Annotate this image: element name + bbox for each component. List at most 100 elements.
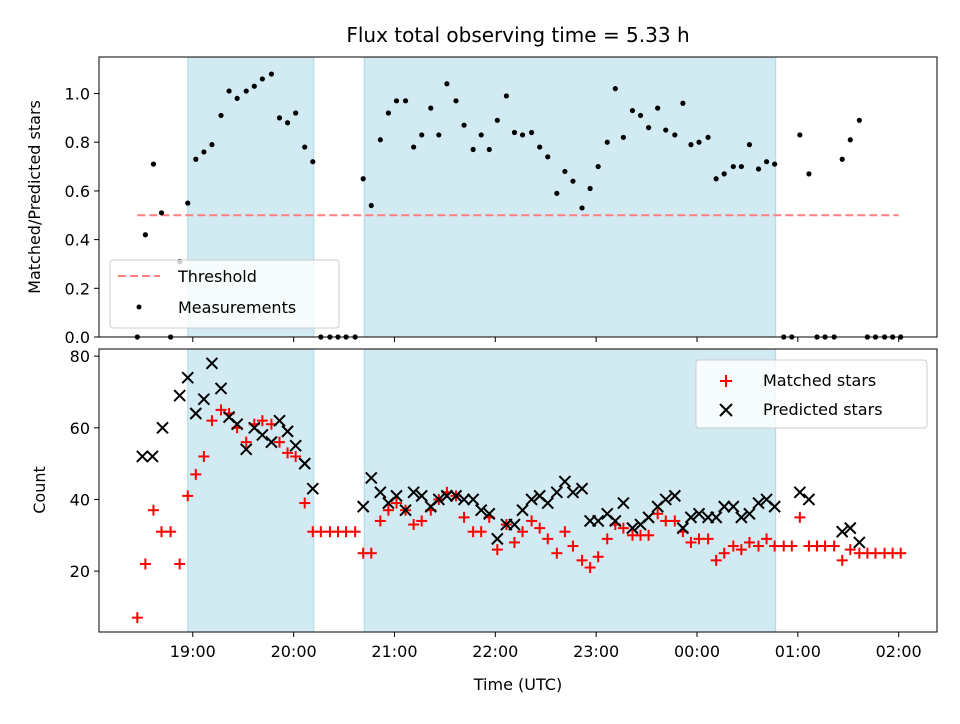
bottom-axes-frame (98, 348, 938, 633)
legend-matched-swatch (720, 375, 732, 387)
measurement-point (579, 205, 585, 211)
predicted-point (668, 489, 682, 503)
matched-point (174, 558, 186, 570)
measurement-point (730, 163, 736, 170)
predicted-point (197, 392, 211, 406)
legend-matched-label: Matched stars (763, 371, 876, 390)
matched-point (844, 544, 856, 556)
matched-point (567, 540, 579, 552)
matched-point (576, 554, 588, 566)
measurement-point (763, 159, 770, 165)
measurement-point (519, 132, 526, 138)
measurement-point (377, 137, 383, 143)
predicted-point (181, 371, 194, 384)
predicted-point (508, 518, 521, 531)
matched-point (727, 540, 739, 552)
measurement-point (595, 163, 601, 170)
predicted-point (516, 503, 529, 517)
predicted-point (525, 493, 538, 506)
measurement-point (529, 129, 535, 136)
measurement-point (847, 137, 853, 143)
matched-point (895, 547, 907, 559)
matched-point (206, 415, 218, 427)
measurement-point (587, 185, 593, 192)
predicted-point (474, 503, 488, 517)
x-tick-label: 22:00 (472, 642, 518, 661)
predicted-point (752, 496, 765, 510)
predicted-point (449, 489, 463, 503)
top-legend: Threshold Measurements (109, 259, 340, 329)
measurement-point (243, 88, 249, 94)
measurement-point (268, 71, 275, 77)
matched-point (836, 554, 848, 566)
top-y-tick-label: 0.0 (65, 328, 90, 347)
bottom-y-tick-label: 20 (70, 562, 90, 581)
predicted-point (659, 493, 672, 506)
predicted-point (626, 521, 639, 535)
matched-point (165, 526, 177, 538)
matched-point (592, 551, 604, 563)
matched-point (290, 450, 302, 462)
measurement-point (511, 129, 518, 136)
top-observing-band (363, 56, 777, 338)
x-tick-label: 00:00 (674, 642, 720, 661)
matched-point (190, 468, 202, 480)
matched-point (753, 540, 765, 552)
matched-point (828, 540, 840, 552)
measurement-point (302, 144, 308, 150)
top-measurement-points (134, 71, 904, 340)
predicted-point (390, 489, 403, 503)
predicted-point (617, 496, 630, 510)
matched-point (669, 515, 681, 527)
matched-point (743, 536, 755, 548)
measurement-point (470, 146, 476, 153)
predicted-point (802, 493, 816, 506)
matched-point (710, 554, 722, 566)
predicted-point (214, 382, 228, 395)
matched-point (139, 558, 151, 570)
matched-point (551, 547, 563, 559)
measurement-point (393, 98, 400, 104)
matched-point (182, 490, 194, 502)
matched-point (365, 547, 377, 559)
measurement-point (562, 168, 568, 175)
predicted-point (146, 450, 159, 463)
measurement-point (797, 132, 803, 138)
measurement-point (402, 98, 409, 104)
measurement-point (226, 88, 232, 94)
predicted-point (483, 507, 496, 520)
measurement-point (444, 81, 450, 87)
measurement-point (721, 171, 727, 177)
matched-point (215, 404, 227, 416)
measurement-point (554, 190, 560, 196)
matched-point (491, 544, 503, 556)
measurement-point (738, 163, 744, 170)
predicted-point (541, 496, 554, 510)
measurement-point (428, 105, 434, 111)
bottom-y-ticks: 20 40 60 80 (70, 347, 99, 581)
measurement-point (503, 93, 510, 99)
top-y-tick-label: 0.4 (65, 231, 90, 250)
bottom-y-tick-label: 40 (70, 490, 90, 509)
matched-point (458, 511, 470, 523)
measurement-point (772, 161, 778, 167)
top-y-tick-label: 1.0 (65, 85, 90, 104)
legend-measurements-label: Measurements (178, 298, 296, 317)
predicted-point (189, 407, 203, 420)
measurement-point (193, 156, 199, 162)
bottom-legend: Matched stars Predicted stars (695, 359, 928, 429)
legend-measurements-swatch (136, 304, 142, 310)
measurement-point (461, 122, 467, 128)
legend-threshold-label: Threshold (177, 267, 257, 286)
measurement-point (839, 156, 845, 162)
predicted-point (289, 439, 302, 452)
measurement-point (411, 144, 417, 150)
measurement-point (368, 202, 374, 209)
measurement-point (713, 176, 719, 182)
top-y-tick-label: 0.2 (65, 279, 90, 298)
predicted-point (173, 389, 186, 402)
measurement-point (234, 95, 240, 101)
matched-point (559, 526, 571, 538)
predicted-point (374, 486, 387, 499)
predicted-point (676, 521, 690, 535)
